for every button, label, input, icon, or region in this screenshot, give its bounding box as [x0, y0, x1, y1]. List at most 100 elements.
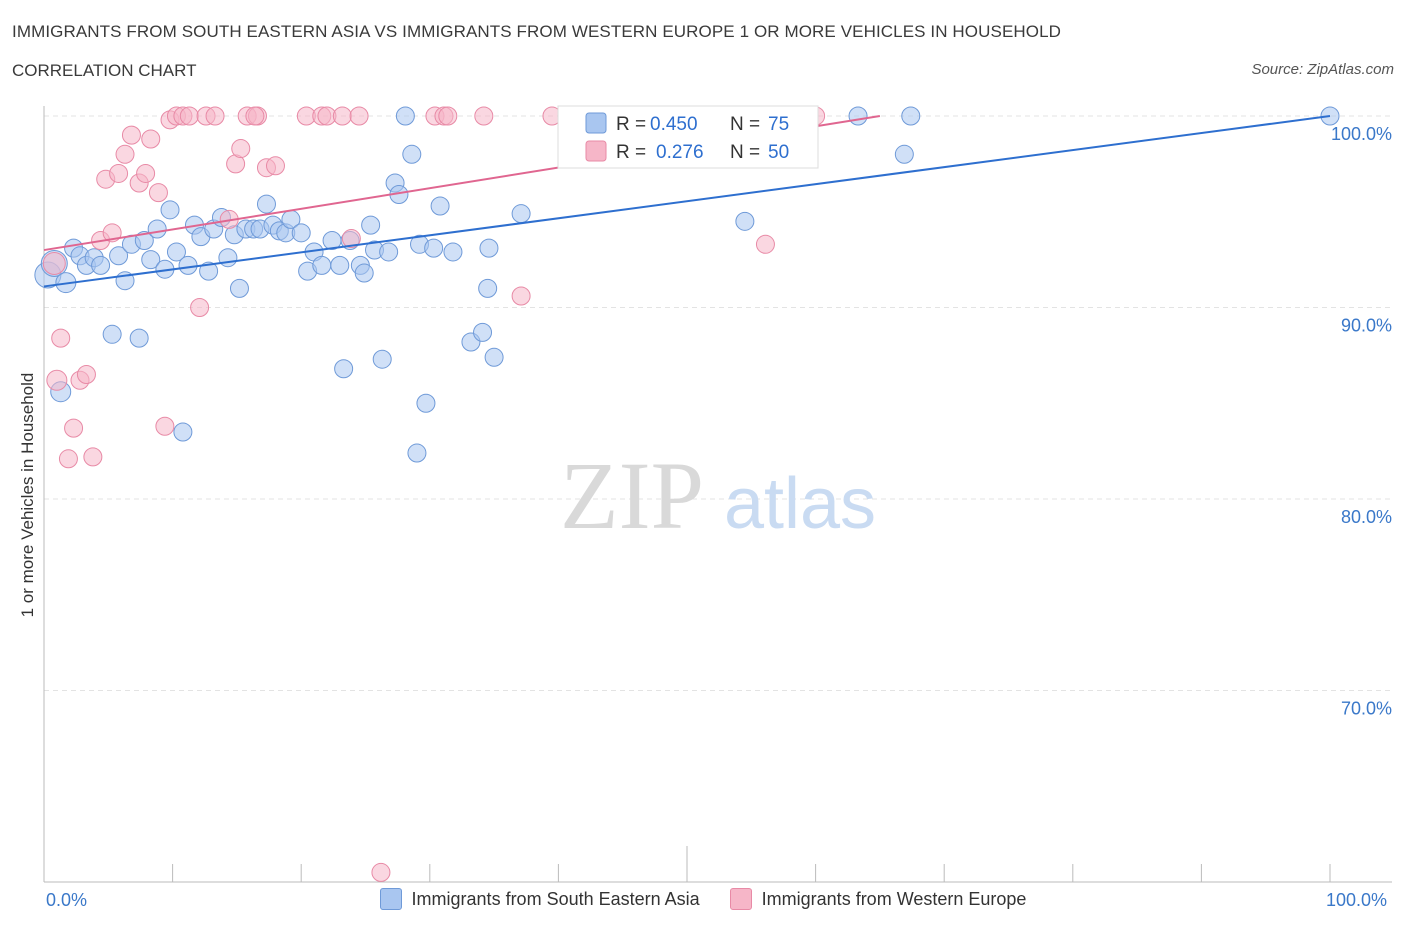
x-tick-label-min: 0.0% [46, 890, 88, 910]
data-points [34, 106, 1340, 882]
data-point-blue [372, 349, 392, 369]
y-tick-labels: 100.0% 90.0% 80.0% 70.0% [1331, 124, 1392, 719]
data-point-pink [341, 229, 361, 249]
data-point-pink [371, 862, 391, 882]
data-point-pink [474, 106, 494, 126]
data-point-pink [205, 106, 225, 126]
data-point-pink [190, 298, 210, 317]
stats-r-value: 0.276 [656, 142, 704, 163]
data-point-blue [141, 250, 161, 270]
data-point-blue [256, 194, 276, 214]
data-point-pink [332, 106, 352, 126]
data-point-blue [484, 347, 504, 367]
data-point-blue [91, 255, 111, 275]
stats-r-label: R = [616, 142, 646, 163]
stats-swatch-blue [585, 112, 607, 134]
data-point-blue [354, 263, 374, 283]
axes [43, 106, 1392, 883]
watermark-atlas: atlas [724, 464, 876, 544]
data-point-blue [361, 215, 381, 235]
data-point-pink [51, 328, 71, 348]
data-point-blue [478, 278, 498, 298]
data-point-pink [155, 416, 175, 436]
stats-n-label: N = [730, 114, 760, 135]
chart-subtitle: CORRELATION CHART [12, 61, 197, 80]
data-point-pink [265, 156, 285, 176]
stats-box: R = 0.450 N = 75 R = 0.276 N = 50 [557, 105, 819, 169]
legend-label: Immigrants from South Eastern Asia [411, 888, 700, 909]
x-tick-label-max: 100.0% [1326, 890, 1388, 910]
legend-item-south-eastern-asia[interactable]: Immigrants from South Eastern Asia [379, 888, 700, 910]
data-point-blue [166, 242, 186, 262]
data-point-blue [129, 328, 149, 348]
y-tick-label: 90.0% [1341, 316, 1392, 336]
data-point-blue [407, 443, 427, 463]
data-point-pink [349, 106, 369, 126]
stats-r-label: R = [616, 114, 646, 135]
data-point-blue [218, 248, 238, 268]
data-point-blue [735, 211, 755, 231]
data-point-pink [755, 234, 775, 254]
data-point-blue [894, 144, 914, 164]
trend-line-blue [43, 115, 1331, 288]
data-point-blue [424, 238, 444, 258]
data-point-pink [231, 139, 251, 159]
data-point-pink [42, 251, 66, 275]
data-point-pink [64, 418, 84, 438]
data-point-pink [148, 183, 168, 203]
data-point-pink [511, 286, 531, 306]
data-point-pink [179, 106, 199, 126]
data-point-blue [199, 261, 219, 281]
data-point-pink [109, 163, 129, 183]
data-point-blue [430, 196, 450, 216]
data-point-blue [443, 242, 463, 262]
y-tick-label: 70.0% [1341, 699, 1392, 719]
data-point-blue [511, 204, 531, 224]
data-point-pink [58, 449, 78, 469]
legend-swatch-blue [379, 888, 402, 910]
data-point-pink [115, 144, 135, 164]
data-point-blue [848, 106, 868, 126]
source-credit: Source: ZipAtlas.com [1251, 61, 1394, 78]
stats-n-value: 75 [768, 114, 789, 135]
data-point-pink [46, 369, 68, 391]
data-point-blue [134, 230, 154, 250]
stats-r-value: 0.450 [650, 114, 698, 135]
stats-n-value: 50 [768, 142, 789, 163]
data-point-pink [121, 125, 141, 145]
data-point-blue [229, 278, 249, 298]
chart-title: IMMIGRANTS FROM SOUTH EASTERN ASIA VS IM… [12, 22, 1062, 41]
data-point-blue [178, 255, 198, 275]
data-point-blue [160, 200, 180, 220]
data-point-blue [395, 106, 415, 126]
legend-item-western-europe[interactable]: Immigrants from Western Europe [729, 888, 1027, 910]
y-tick-label: 100.0% [1331, 124, 1392, 144]
legend-label: Immigrants from Western Europe [761, 888, 1027, 909]
data-point-blue [479, 238, 499, 258]
data-point-blue [402, 144, 422, 164]
data-point-pink [102, 223, 122, 243]
data-point-blue [102, 324, 122, 344]
data-point-blue [312, 255, 332, 275]
gridlines [44, 115, 1392, 691]
data-point-pink [76, 365, 96, 385]
legend: Immigrants from South Eastern Asia Immig… [0, 888, 1406, 910]
data-point-blue [416, 393, 436, 413]
data-point-blue [291, 223, 311, 243]
data-point-pink [438, 106, 458, 126]
data-point-blue [147, 219, 167, 239]
data-point-pink [136, 163, 156, 183]
stats-swatch-pink [585, 140, 607, 162]
watermark-zip: ZIP [560, 442, 704, 549]
data-point-blue [173, 422, 193, 442]
data-point-blue [109, 246, 129, 266]
stats-n-label: N = [730, 142, 760, 163]
data-point-pink [83, 447, 103, 467]
data-point-blue [379, 242, 399, 262]
data-point-pink [245, 106, 265, 126]
data-point-blue [473, 322, 493, 342]
y-tick-label: 80.0% [1341, 507, 1392, 527]
data-point-blue [901, 106, 921, 126]
legend-swatch-pink [729, 888, 752, 910]
